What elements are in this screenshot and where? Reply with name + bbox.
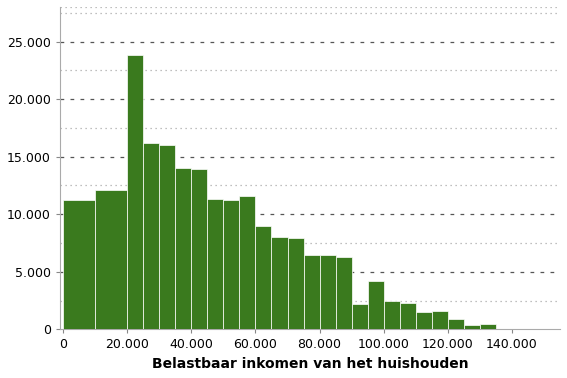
Bar [416,312,432,330]
Bar [127,55,143,330]
Bar [352,304,367,330]
Bar [480,324,496,330]
X-axis label: Belastbaar inkomen van het huishouden: Belastbaar inkomen van het huishouden [151,357,468,371]
Bar [320,255,336,330]
Bar [191,169,208,330]
Bar [336,257,352,330]
Bar [432,311,448,330]
Bar [143,143,159,330]
Bar [367,281,384,330]
Bar [239,196,256,330]
Bar [208,199,223,330]
Bar [448,319,464,330]
Bar [464,325,480,330]
Bar [287,239,303,330]
Bar [175,168,191,330]
Bar [384,301,400,330]
Bar [223,200,239,330]
Bar [303,255,320,330]
Bar [159,145,175,330]
Bar [272,237,287,330]
Bar [95,190,127,330]
Bar [63,200,95,330]
Bar [256,226,272,330]
Bar [400,303,416,330]
